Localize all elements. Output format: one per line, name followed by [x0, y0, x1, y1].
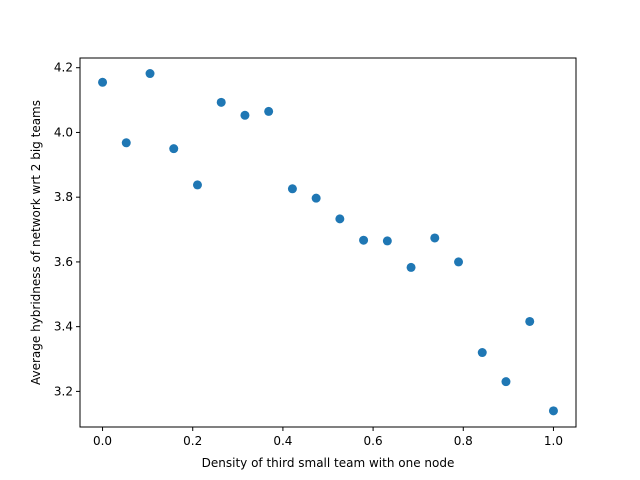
x-axis: 0.0 0.2 0.4 0.6 0.8 1.0	[93, 427, 563, 448]
y-axis: 3.2 3.4 3.6 3.8 4.0 4.2	[54, 61, 80, 398]
data-point	[454, 257, 464, 267]
y-tick-label: 3.4	[54, 320, 73, 334]
data-point	[216, 97, 226, 107]
data-point	[311, 193, 321, 203]
data-point	[548, 406, 558, 416]
x-tick-label: 0.4	[273, 434, 292, 448]
data-point	[240, 110, 250, 120]
data-point	[192, 180, 202, 190]
plot-area	[79, 57, 577, 428]
data-point	[501, 377, 511, 387]
y-tick-label: 4.0	[54, 125, 73, 139]
data-point	[430, 233, 440, 243]
data-point	[145, 69, 155, 79]
y-tick-label: 3.6	[54, 255, 73, 269]
y-tick-label: 4.2	[54, 61, 73, 75]
y-tick-label: 3.2	[54, 384, 73, 398]
x-tick-label: 0.2	[183, 434, 202, 448]
data-point	[287, 184, 297, 194]
data-point	[382, 236, 392, 246]
x-tick-label: 0.8	[454, 434, 473, 448]
data-point	[264, 106, 274, 116]
x-axis-label: Density of third small team with one nod…	[202, 456, 455, 470]
data-points	[98, 69, 558, 416]
data-point	[359, 235, 369, 245]
y-axis-label: Average hybridness of network wrt 2 big …	[29, 100, 43, 385]
y-tick-label: 3.8	[54, 190, 73, 204]
data-point	[477, 348, 487, 358]
data-point	[406, 262, 416, 272]
data-point	[335, 214, 345, 224]
x-tick-label: 0.6	[364, 434, 383, 448]
axes-frame	[79, 57, 577, 428]
x-tick-label: 1.0	[544, 434, 563, 448]
data-point	[98, 77, 108, 87]
data-point	[525, 316, 535, 326]
data-point	[121, 138, 131, 148]
x-tick-label: 0.0	[93, 434, 112, 448]
data-point	[169, 144, 179, 154]
